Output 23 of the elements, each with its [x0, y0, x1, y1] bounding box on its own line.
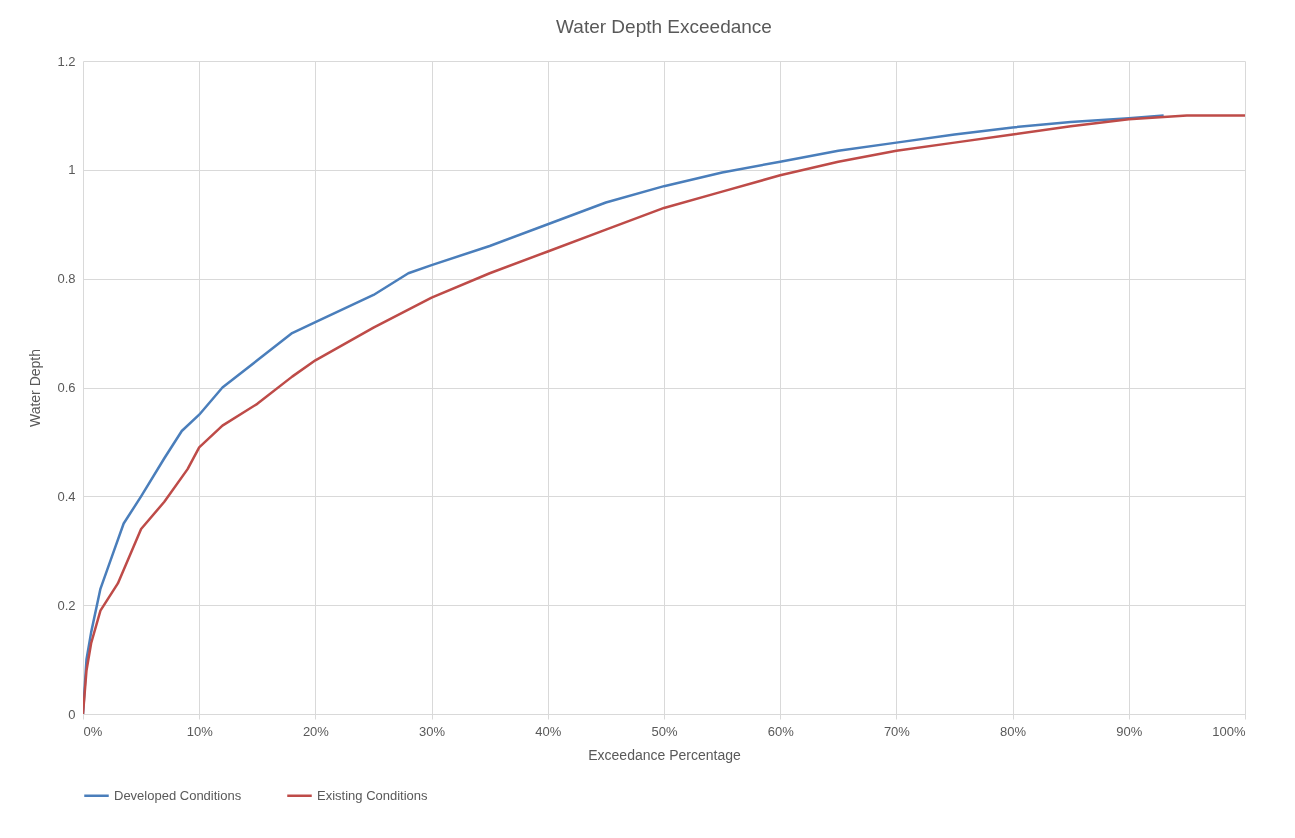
y-tick-label: 1 [68, 162, 76, 178]
x-tick-label: 90% [1116, 723, 1143, 739]
x-tick-label: 10% [186, 723, 214, 739]
x-tick-label: 0% [83, 723, 103, 739]
y-tick-label: 0 [68, 706, 76, 722]
x-tick-label: 30% [419, 723, 446, 739]
legend-label: Existing Conditions [317, 787, 429, 803]
x-tick-label: 100% [1212, 723, 1246, 739]
x-axis-title: Exceedance Percentage [588, 746, 741, 763]
x-tick-label: 40% [535, 723, 562, 739]
y-tick-label: 0.4 [57, 488, 76, 504]
x-tick-label: 20% [302, 723, 330, 739]
y-axis-title: Water Depth [27, 348, 44, 428]
x-tick-label: 70% [883, 723, 911, 739]
y-tick-label: 0.8 [57, 271, 76, 287]
x-tick-label: 60% [767, 723, 795, 739]
y-tick-label: 0.2 [57, 597, 76, 613]
y-tick-label: 0.6 [57, 380, 76, 395]
legend-label: Developed Conditions [114, 787, 242, 803]
y-tick-label: 1.2 [57, 53, 76, 69]
x-tick-label: 80% [1000, 723, 1027, 739]
chart-title: Water Depth Exceedance [556, 16, 772, 37]
x-tick-label: 50% [651, 723, 678, 739]
